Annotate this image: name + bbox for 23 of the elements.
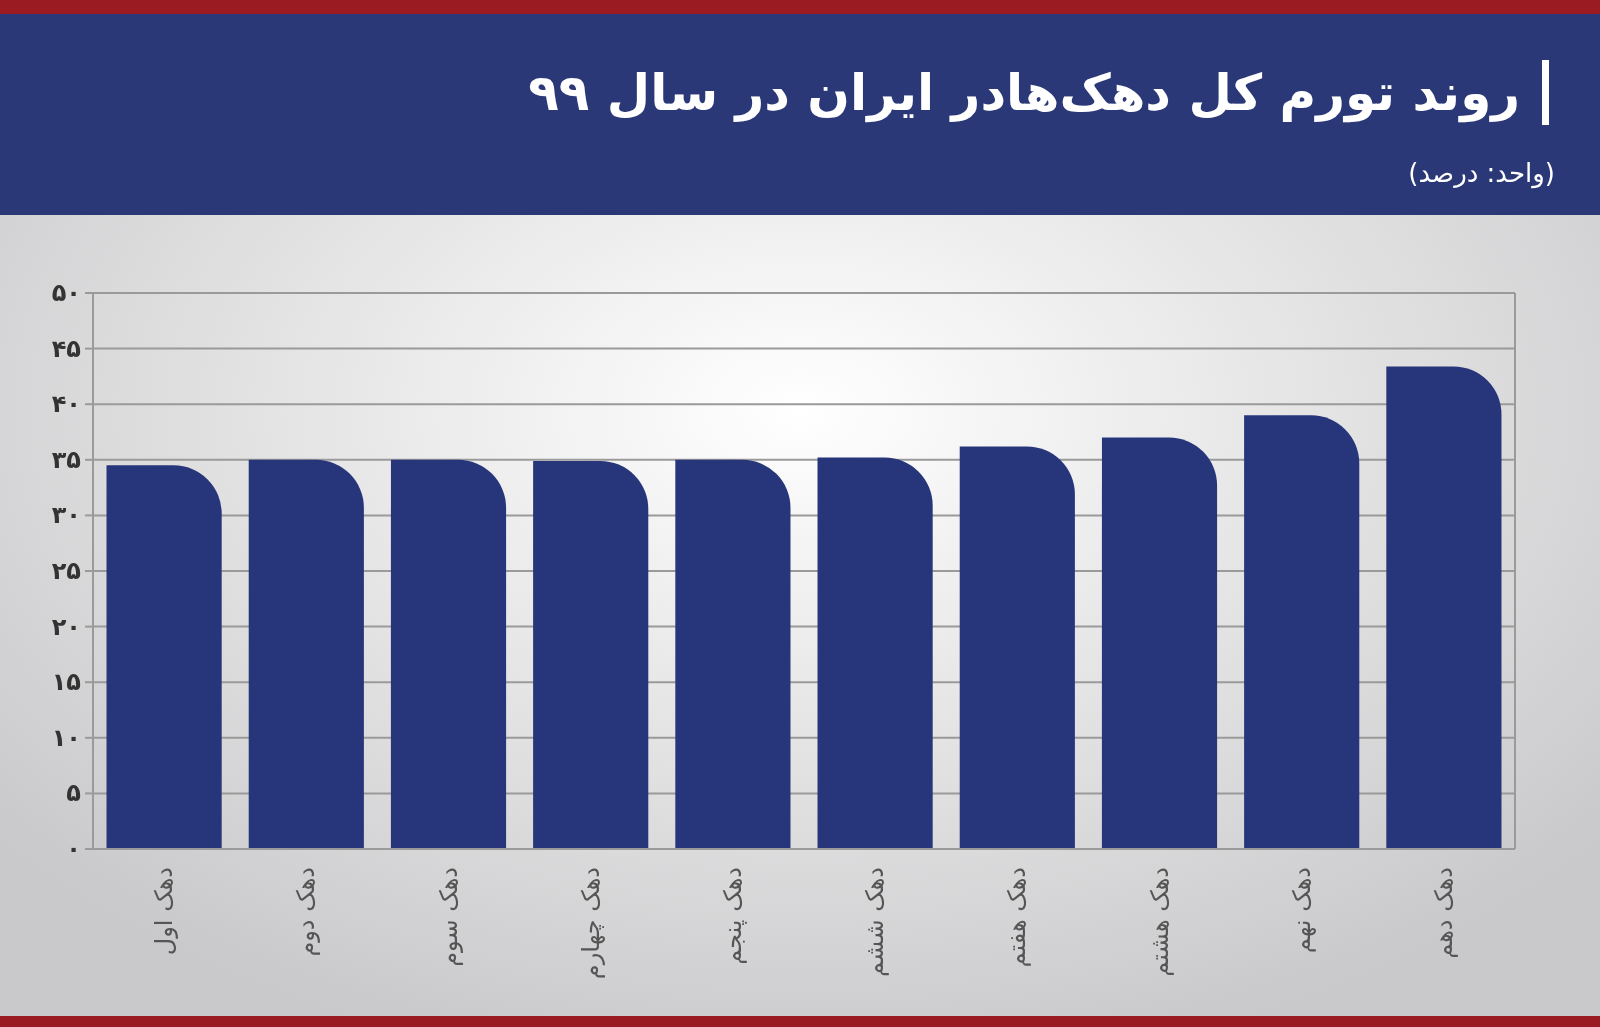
y-tick-label: ۴۰ [51, 390, 81, 419]
x-tick-label: دهک دوم [292, 867, 321, 957]
x-tick-label: دهک دهم [1429, 867, 1458, 959]
y-tick-label: ۱۰ [51, 723, 81, 752]
y-tick-label: ۱۵ [51, 668, 81, 697]
y-tick-label: ۵ [66, 779, 81, 808]
chart-title: روند تورم کل دهک‌هادر ایران در سال ۹۹ [528, 64, 1520, 123]
x-tick-label: دهک پنجم [718, 867, 747, 965]
x-tick-label: دهک چهارم [576, 867, 605, 980]
x-tick-label: دهک هفتم [1003, 867, 1032, 968]
y-tick-label: ۳۵ [51, 445, 81, 474]
y-tick-label: ۰ [66, 835, 81, 863]
x-tick-label: دهک ششم [861, 867, 890, 977]
y-tick-label: ۴۵ [51, 334, 81, 363]
x-tick-label: دهک اول [150, 867, 179, 956]
x-tick-label: دهک سوم [434, 867, 463, 967]
y-tick-label: ۵۰ [51, 279, 81, 307]
y-tick-label: ۲۰ [51, 612, 81, 641]
y-tick-label: ۲۵ [51, 557, 81, 585]
x-tick-label: دهک هشتم [1145, 867, 1174, 977]
chart-subtitle: (واحد: درصد) [1408, 158, 1555, 189]
x-tick-label: دهک نهم [1287, 867, 1316, 954]
y-tick-label: ۳۰ [51, 501, 81, 530]
